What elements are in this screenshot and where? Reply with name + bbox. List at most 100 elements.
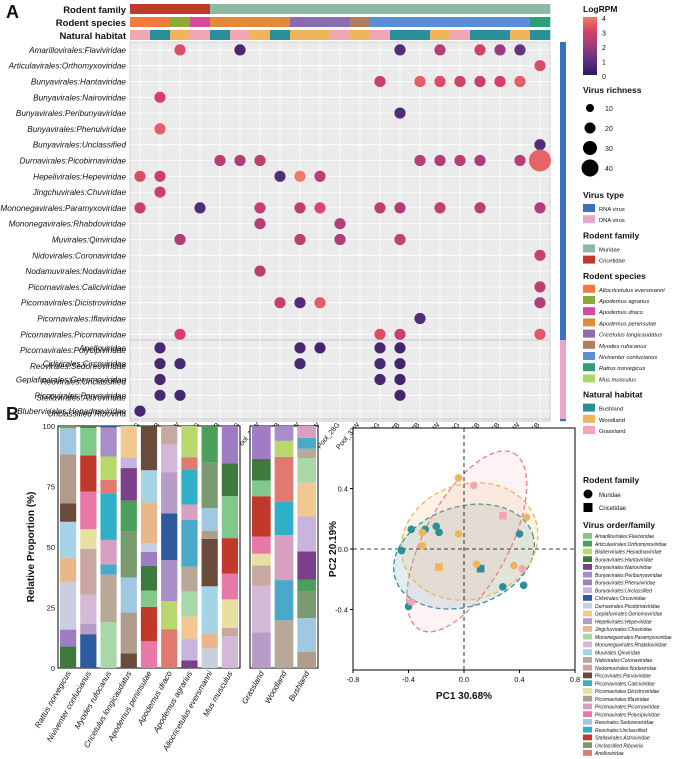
stacked-segment xyxy=(80,426,97,428)
row-label: Bunyavirales:Nairoviridae xyxy=(33,93,126,102)
bubble xyxy=(134,405,146,417)
row-label: Unclassified Riboviria xyxy=(48,409,127,418)
annotation-cell xyxy=(510,30,531,40)
stacked-segment xyxy=(297,551,316,580)
order-label: Piccovirales:Parvoviridae xyxy=(595,674,651,680)
bubble xyxy=(254,202,266,214)
legend-swatch-label: Myodes rufocanus xyxy=(599,344,646,350)
order-label: Nidovirales:Coronaviridae xyxy=(595,658,652,664)
bubble xyxy=(534,297,546,309)
size-legend-label: 40 xyxy=(605,166,613,173)
pca-point-circle xyxy=(418,528,427,537)
annotation-cell xyxy=(370,17,391,27)
order-swatch xyxy=(583,533,592,539)
stacked-segment xyxy=(181,504,198,520)
row-label: Mononegavirales:Rhabdoviridae xyxy=(9,220,127,229)
bubble xyxy=(314,170,326,182)
stacked-segment xyxy=(80,427,97,456)
annotation-cell xyxy=(510,17,531,27)
row-label: Muvirales:Qinviridae xyxy=(52,236,127,245)
annotation-cell xyxy=(230,30,251,40)
row-label: Picornavirales:Dicistroviridae xyxy=(21,299,127,308)
legend-swatch-label: Niviventer confucianus xyxy=(599,355,657,361)
bubble xyxy=(514,75,526,88)
legend-marker-circle xyxy=(583,489,593,499)
legend-swatch xyxy=(583,255,595,264)
size-legend-circle xyxy=(583,141,597,155)
bubble xyxy=(254,265,266,277)
bubble xyxy=(154,342,166,354)
legend-swatch xyxy=(583,426,595,434)
order-label: Bunyavirales:Unclassified xyxy=(595,588,652,594)
bubble xyxy=(474,75,486,88)
order-swatch xyxy=(583,540,592,547)
stacked-segment xyxy=(100,539,117,565)
legend-marker-label: Muridae xyxy=(599,493,621,499)
annotation-cell xyxy=(190,30,211,40)
annotation-cell xyxy=(310,30,331,40)
annotation-cell xyxy=(230,17,251,27)
y-tick-label: 25 xyxy=(47,604,55,613)
annotation-cell xyxy=(230,4,251,14)
annotation-cell xyxy=(290,17,311,27)
stacked-segment xyxy=(80,491,97,530)
bubble xyxy=(414,154,426,167)
legend-marker-label: Cricetidae xyxy=(599,506,627,512)
legend-title-order: Virus order/family xyxy=(583,520,655,530)
annotation-cell xyxy=(450,17,471,27)
row-label: Picornavirales:Picornaviridae xyxy=(20,330,126,339)
stacked-segment xyxy=(274,440,294,457)
stacked-segment xyxy=(161,601,178,630)
stacked-segment xyxy=(60,521,77,558)
stacked-segment xyxy=(221,573,238,600)
order-swatch xyxy=(583,587,592,594)
size-legend-label: 20 xyxy=(605,126,613,133)
pca-point-circle xyxy=(454,530,463,538)
y-axis-label: Relative Proportion (%) xyxy=(26,492,37,603)
annotation-cell xyxy=(290,30,311,40)
legend-block-title: Virus type xyxy=(583,190,624,200)
row-label: Anelloviridae xyxy=(78,344,126,353)
stacked-segment xyxy=(140,551,158,566)
y-tick-label: -0.4 xyxy=(335,606,348,615)
bubble xyxy=(174,389,186,401)
order-swatch xyxy=(583,641,592,648)
legend-swatch-label: DNA virus xyxy=(599,218,625,224)
stacked-segment xyxy=(201,507,218,531)
annotation-cell xyxy=(390,30,411,40)
annotation-cell xyxy=(270,17,291,27)
stacked-segment xyxy=(297,458,316,483)
stacked-segment xyxy=(252,536,271,554)
stacked-segment xyxy=(60,557,77,582)
bubble xyxy=(214,154,226,167)
bubble xyxy=(294,233,306,246)
annotation-cell xyxy=(210,4,231,14)
bubble xyxy=(294,170,306,182)
order-label: Mononegavirales:Rhabdoviridae xyxy=(595,643,667,649)
stacked-segment xyxy=(252,565,271,586)
confidence-ellipse xyxy=(406,450,528,633)
annotation-cell xyxy=(370,30,391,40)
bubble xyxy=(294,297,306,309)
legend-block-title: Rodent family xyxy=(583,230,639,240)
size-legend-circle xyxy=(584,122,596,134)
stacked-segment xyxy=(252,632,271,668)
bubble xyxy=(514,44,526,56)
annotation-cell xyxy=(250,17,271,27)
stacked-segment xyxy=(140,590,158,607)
annotation-cell xyxy=(130,4,151,14)
order-swatch xyxy=(583,649,592,656)
bubble xyxy=(394,107,406,119)
stacked-segment xyxy=(274,426,294,441)
stacked-segment xyxy=(161,560,178,602)
annotation-cell xyxy=(490,4,511,14)
order-label: Picornavirales:Polycipiviridae xyxy=(595,712,660,718)
annotation-cell xyxy=(390,4,411,14)
legend-swatch-label: Woodland xyxy=(599,418,625,424)
annotation-cell xyxy=(250,4,271,14)
pca-point-circle xyxy=(435,528,443,537)
stacked-segment xyxy=(252,458,271,481)
order-swatch xyxy=(583,626,592,632)
order-swatch xyxy=(583,633,592,640)
pca-point-circle xyxy=(472,560,481,568)
